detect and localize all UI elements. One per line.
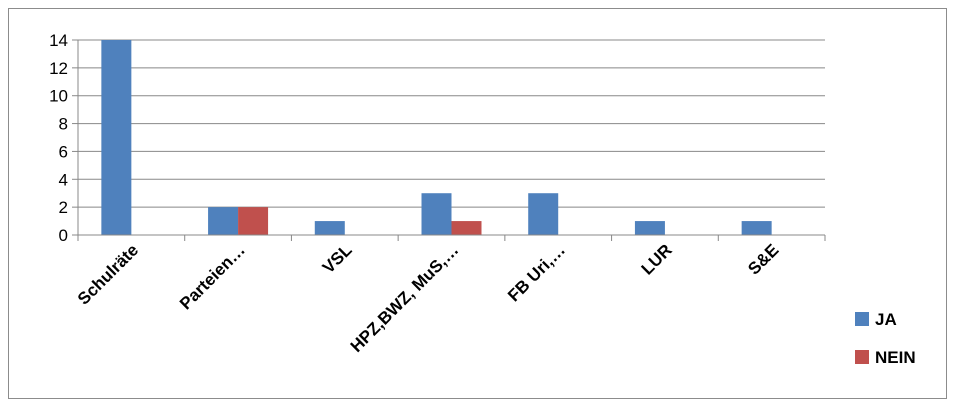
gridlines — [72, 39, 825, 236]
bars — [101, 40, 772, 235]
bar-ja — [528, 193, 559, 235]
bar-ja — [314, 221, 345, 235]
x-category-label: HPZ,BWZ, MuS,… — [347, 240, 463, 356]
y-tick-label: 4 — [59, 170, 68, 189]
x-category-label: LUR — [638, 240, 676, 278]
axes — [77, 40, 826, 241]
legend-swatch-nein — [855, 350, 869, 364]
y-tick-label: 8 — [59, 115, 68, 134]
y-tick-labels: 0 2 4 6 8 10 12 14 — [49, 31, 68, 245]
y-tick-label: 2 — [59, 198, 68, 217]
legend: JA NEIN — [855, 310, 916, 367]
legend-label-nein: NEIN — [875, 348, 916, 367]
x-category-label: Schulräte — [74, 240, 142, 308]
y-tick-label: 0 — [59, 226, 68, 245]
bar-ja — [421, 193, 452, 235]
legend-swatch-ja — [855, 312, 869, 326]
bar-ja — [741, 221, 772, 235]
x-category-label: FB Uri,… — [504, 240, 569, 305]
y-tick-label: 14 — [49, 31, 68, 50]
bar-ja — [634, 221, 665, 235]
y-tick-label: 10 — [49, 87, 68, 106]
bar-ja — [101, 40, 132, 235]
y-tick-label: 12 — [49, 59, 68, 78]
x-category-label: VSL — [319, 240, 356, 277]
bar-nein — [238, 207, 269, 235]
chart-frame — [8, 8, 947, 399]
legend-label-ja: JA — [875, 310, 897, 329]
bar-nein — [451, 221, 482, 235]
x-category-label: Parteien… — [176, 240, 249, 313]
bar-ja — [208, 207, 239, 235]
y-tick-label: 6 — [59, 142, 68, 161]
x-category-label: S&E — [744, 240, 782, 278]
